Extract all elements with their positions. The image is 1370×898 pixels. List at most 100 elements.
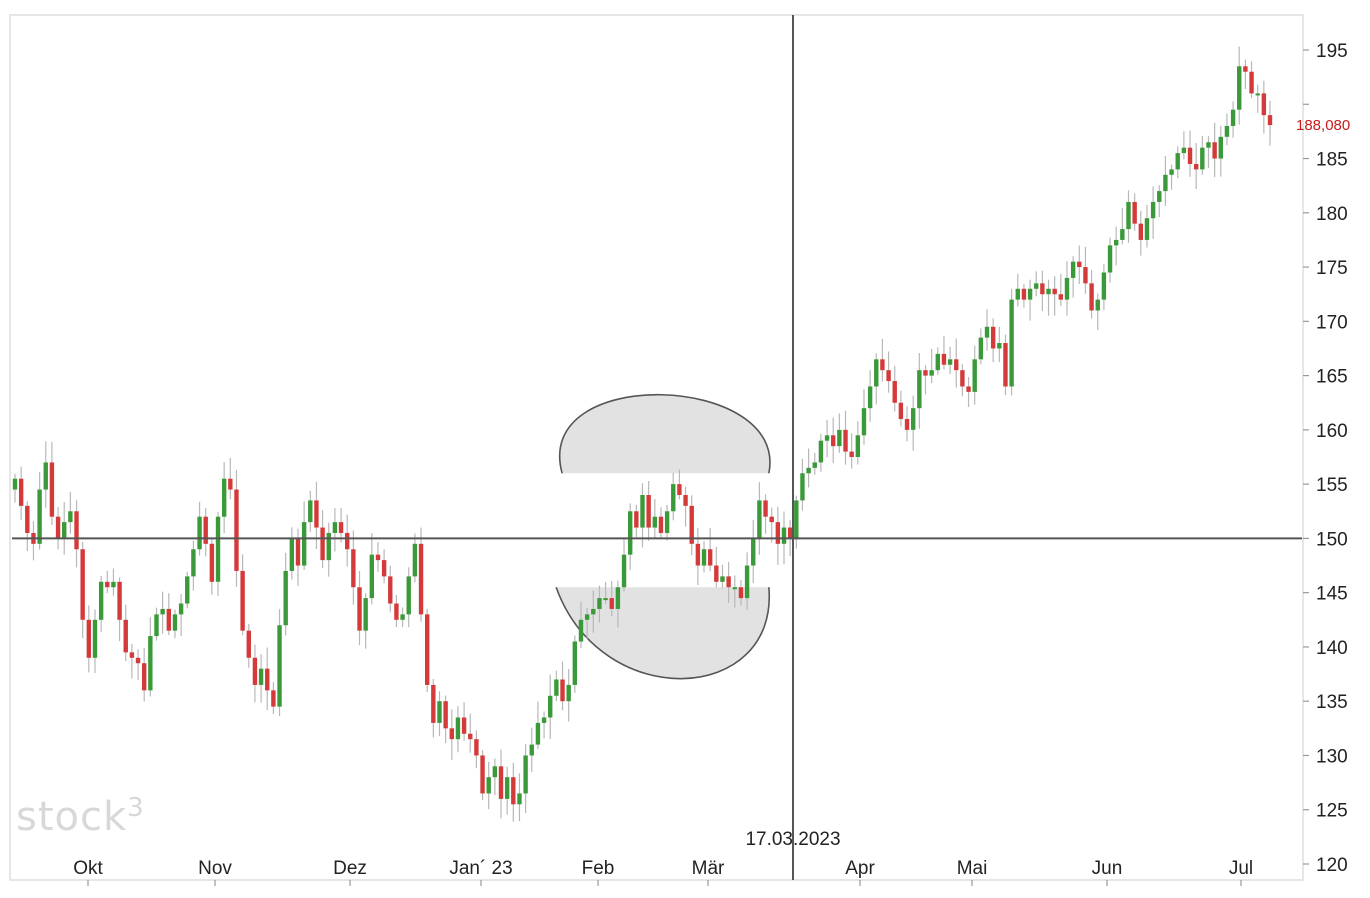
x-tick-label: Jun <box>1092 858 1123 879</box>
candle-up <box>369 554 375 599</box>
candle-up <box>455 717 461 740</box>
candle-up <box>554 679 559 696</box>
y-tick-label: 175 <box>1316 258 1348 279</box>
candle-up <box>172 614 178 631</box>
y-tick-label: 155 <box>1316 475 1348 496</box>
candle-up <box>62 522 67 539</box>
candle-up <box>1218 136 1223 159</box>
candle-up <box>92 619 98 658</box>
x-tick-label: Jul <box>1229 858 1253 879</box>
candle-up <box>664 511 670 533</box>
candle-down <box>18 478 24 506</box>
candle-down <box>449 728 454 740</box>
candle-up <box>806 467 811 474</box>
candle-down <box>1249 71 1254 94</box>
candle-down <box>468 733 473 740</box>
candle-down <box>1243 66 1248 72</box>
candle-down <box>843 429 848 452</box>
candle-up <box>541 717 547 723</box>
y-tick-label: 165 <box>1316 367 1348 388</box>
candle-up <box>824 435 830 441</box>
candle-down <box>677 484 682 495</box>
candle-up <box>732 587 737 590</box>
candle-up <box>363 598 368 631</box>
candle-up <box>1150 201 1156 219</box>
y-tick-label: 185 <box>1316 150 1348 171</box>
candle-up <box>627 511 633 555</box>
candle-down <box>1187 147 1193 164</box>
candle-up <box>621 554 627 588</box>
candle-down <box>1089 283 1094 311</box>
x-tick-label: Apr <box>845 858 875 879</box>
candle-down <box>1138 223 1144 240</box>
last-price-label: 188,080 <box>1296 117 1350 134</box>
candle-down <box>234 489 239 571</box>
candle-down <box>86 619 92 658</box>
candle-down <box>609 598 614 609</box>
candle-up <box>935 353 940 371</box>
candle-up <box>12 478 18 490</box>
candle-up <box>548 695 553 718</box>
candle-down <box>954 359 959 371</box>
candle-up <box>535 722 541 745</box>
candle-down <box>271 690 276 707</box>
candle-down <box>105 581 110 588</box>
candle-down <box>357 587 362 631</box>
x-axis: Okt Nov Dez Jan´ 23 Feb Mär Apr Mai Jun Jul <box>73 858 1253 886</box>
candle-up <box>910 408 916 430</box>
candle-down <box>886 370 891 382</box>
candle-down <box>1077 261 1082 268</box>
candle-up <box>492 766 498 778</box>
candle-down <box>831 435 836 447</box>
candle-down <box>1193 163 1199 170</box>
candle-down <box>345 532 350 550</box>
logo-text: stock <box>16 794 127 840</box>
candle-up <box>929 370 934 376</box>
candle-down <box>25 505 30 533</box>
candle-up <box>1027 288 1033 300</box>
candle-down <box>461 717 467 734</box>
candle-down <box>714 565 719 582</box>
candle-down <box>135 657 141 664</box>
candle-up <box>185 576 190 604</box>
candle-up <box>160 608 165 615</box>
candle-up <box>874 359 879 387</box>
candle-down <box>55 516 61 539</box>
logo-superscript: 3 <box>127 793 145 823</box>
candle-up <box>701 549 707 566</box>
candle-up <box>1046 288 1051 295</box>
candle-up <box>978 337 984 360</box>
y-axis: 195 185 180 175 170 165 160 155 150 145 140 135 130 1… <box>1302 15 1348 880</box>
crosshair <box>12 15 1303 880</box>
candle-up <box>591 608 596 615</box>
candle-down <box>511 777 516 805</box>
upper-pattern-fill <box>559 394 770 474</box>
candle-down <box>1003 343 1008 387</box>
candle-up <box>1064 277 1070 300</box>
candle-up <box>258 668 264 685</box>
candle-up <box>1095 299 1100 311</box>
y-tick-label: 160 <box>1316 421 1348 442</box>
x-tick-label: Okt <box>73 858 103 879</box>
candle-down <box>738 587 744 599</box>
candle-down <box>246 630 251 658</box>
candle-up <box>1181 147 1187 154</box>
candle-up <box>794 500 799 539</box>
candle-up <box>283 570 288 626</box>
candle-up <box>566 684 571 702</box>
candle-down <box>49 462 55 517</box>
candle-down <box>80 549 85 620</box>
candle-down <box>129 652 135 658</box>
candle-up <box>757 500 762 539</box>
y-tick-label: 150 <box>1316 529 1348 550</box>
candle-down <box>228 478 233 490</box>
candle-down <box>252 657 258 685</box>
upper-pattern-outline <box>558 393 771 474</box>
candle-down <box>117 581 122 620</box>
candle-up <box>800 473 805 501</box>
candle-down <box>1040 283 1045 295</box>
candle-up <box>812 462 817 468</box>
candle-down <box>1267 115 1273 126</box>
candle-down <box>375 554 381 561</box>
